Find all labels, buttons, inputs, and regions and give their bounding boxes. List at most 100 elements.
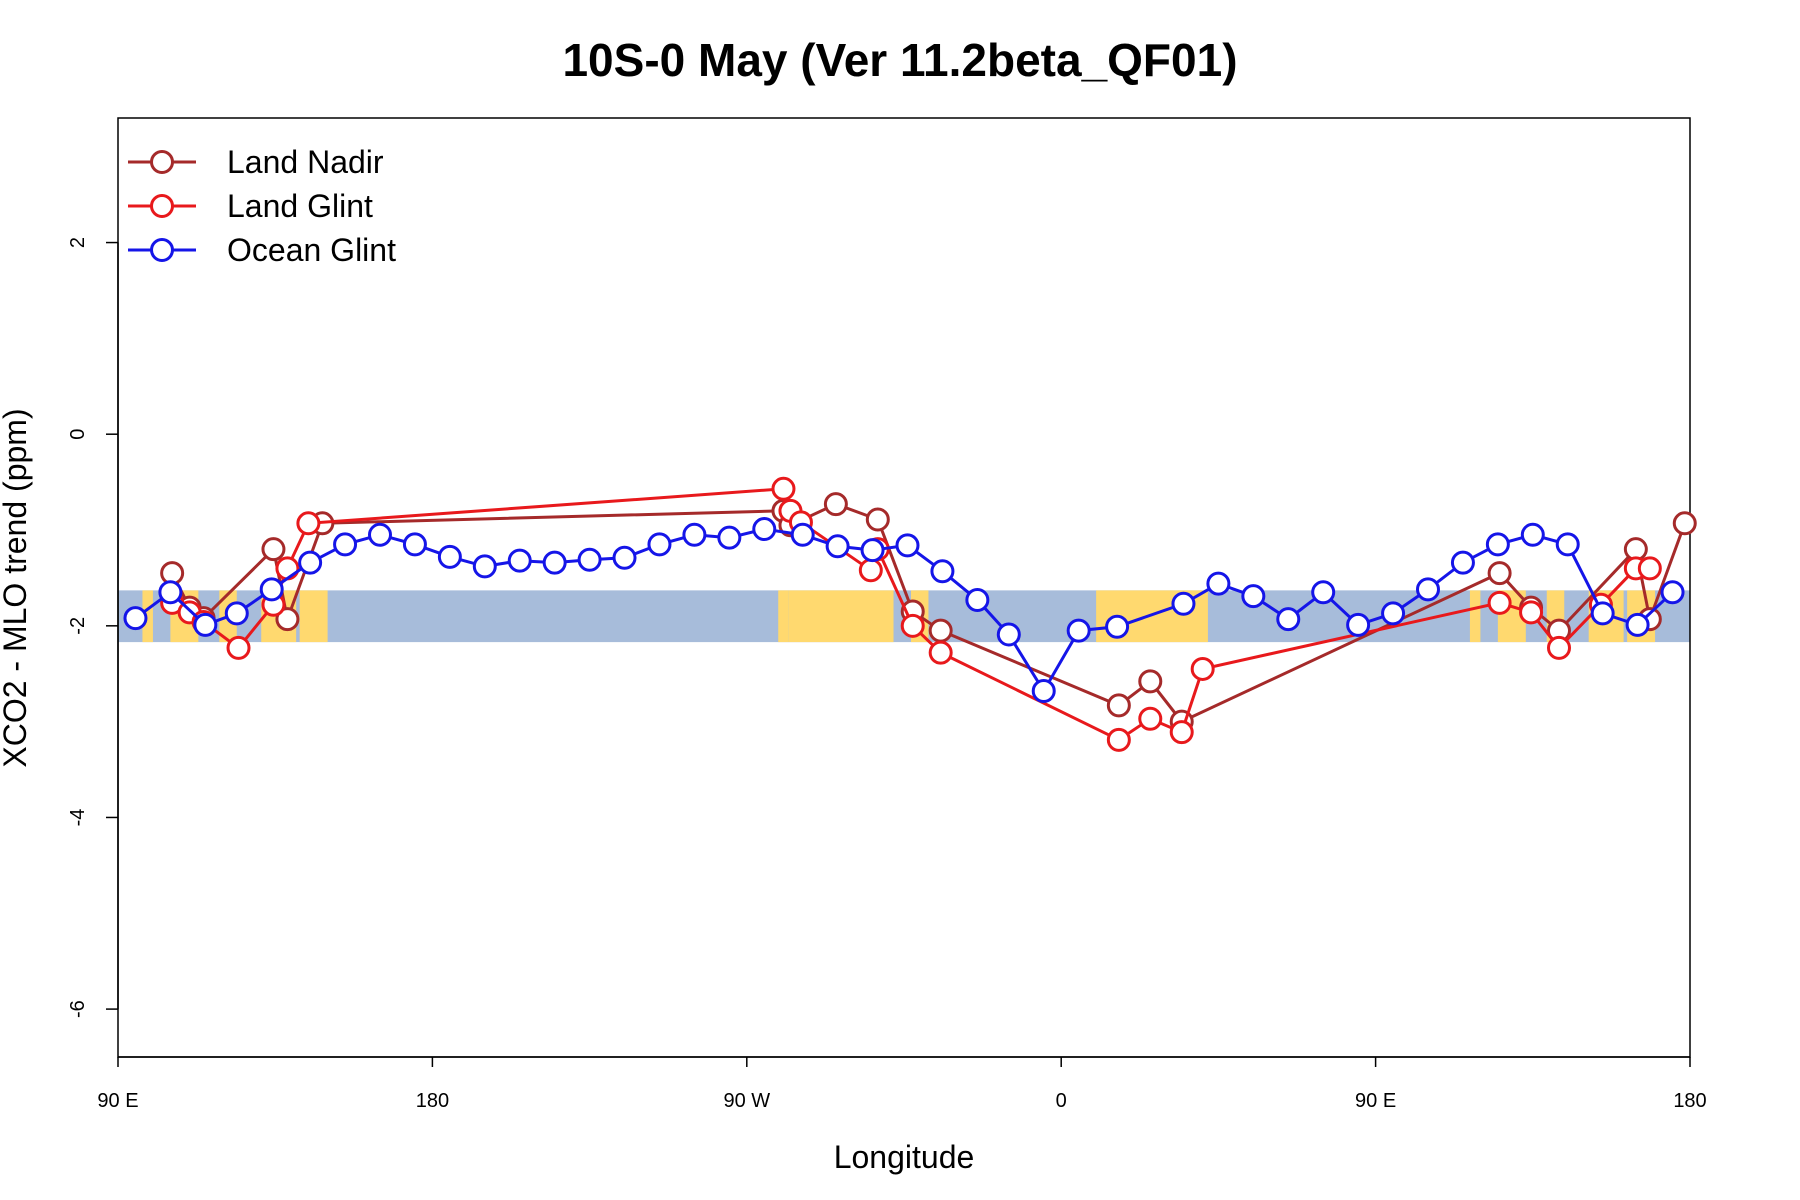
data-point [507,548,532,573]
data-point [123,606,148,631]
data-point [1206,571,1231,596]
data-point [752,517,777,542]
y-tick-label: -2 [67,617,89,635]
data-point [158,580,183,605]
legend-marker [150,194,174,218]
data-point [717,525,742,550]
data-point [1031,678,1056,703]
data-point [259,577,284,602]
data-point [1590,601,1615,626]
data-point [1105,614,1130,639]
data-point [1138,706,1163,731]
data-point [612,545,637,570]
data-point [1381,601,1406,626]
data-point [1066,618,1091,643]
data-point [333,532,358,557]
data-point [1555,532,1580,557]
data-point [1625,612,1650,637]
x-axis-label: Longitude [834,1139,975,1175]
data-point [1190,656,1215,681]
data-point [275,607,300,632]
data-point [437,544,462,569]
legend-marker [150,238,174,262]
data-point [1346,612,1371,637]
land-patch [299,590,328,643]
data-point [771,476,796,501]
legend-label: Land Glint [227,188,373,224]
data-point [928,618,953,643]
data-point [275,556,300,581]
data-point [226,635,251,660]
y-tick-label: 0 [67,429,89,440]
data-point [1416,577,1440,602]
data-point [1171,591,1196,616]
data-point [1311,580,1336,605]
data-point [296,511,321,536]
x-tick-label: 0 [1056,1090,1067,1112]
data-point [402,532,427,557]
data-point [1547,635,1571,660]
data-point [1520,522,1545,547]
chart-title: 10S-0 May (Ver 11.2beta_QF01) [562,34,1237,86]
land-patch [778,590,789,643]
data-point [1138,669,1163,694]
data-point [682,522,707,547]
data-point [1241,584,1266,609]
data-point [1106,693,1131,718]
legend-item: Land Nadir [128,144,384,180]
data-point [1487,590,1512,615]
data-point [1660,580,1685,605]
data-point [965,587,990,612]
data-point [472,554,497,579]
data-point [895,533,920,558]
data-point [928,640,953,665]
legend-label: Land Nadir [227,144,384,180]
data-point [1450,550,1475,575]
data-point [1637,556,1662,581]
data-point [823,492,848,517]
series-layer [123,476,1697,752]
data-point [647,532,672,557]
legend-item: Land Glint [128,188,373,224]
land-patch [788,590,894,643]
x-tick-label: 90 E [97,1090,138,1112]
data-point [1169,720,1194,745]
x-tick-label: 90 E [1355,1090,1396,1112]
legend-marker [150,150,174,174]
series-ocean-glint [123,517,1685,703]
data-point [261,537,286,562]
data-point [542,550,567,575]
data-point [865,507,890,532]
legend: Land Nadir Land Glint Ocean Glint [128,144,396,268]
land-patch [1469,590,1481,643]
data-point [900,613,925,638]
x-axis: 90 E 180 90 W 0 90 E 180 [97,1056,1707,1112]
data-point [193,612,218,637]
x-tick-label: 90 W [723,1090,770,1112]
data-point [790,522,815,547]
y-axis-label: XCO2 - MLO trend (ppm) [0,408,33,767]
data-point [1276,607,1301,632]
data-point [224,601,249,626]
data-point [1487,561,1512,586]
data-point [298,550,323,575]
x-tick-label: 180 [416,1090,449,1112]
data-point [577,547,602,572]
data-point [1519,600,1544,625]
x-tick-label: 180 [1673,1090,1706,1112]
data-point [858,558,883,583]
y-tick-label: -6 [67,1000,89,1018]
land-patch [142,590,153,643]
data-point [860,538,885,563]
legend-label: Ocean Glint [227,232,396,268]
y-tick-label: -4 [67,809,89,827]
data-point [930,559,955,584]
y-tick-label: 2 [67,237,89,248]
data-point [368,522,392,547]
data-point [825,534,850,559]
y-axis: 2 0 -2 -4 -6 [67,237,119,1018]
data-point [1106,727,1131,752]
data-point [1672,511,1697,536]
data-point [996,622,1021,647]
